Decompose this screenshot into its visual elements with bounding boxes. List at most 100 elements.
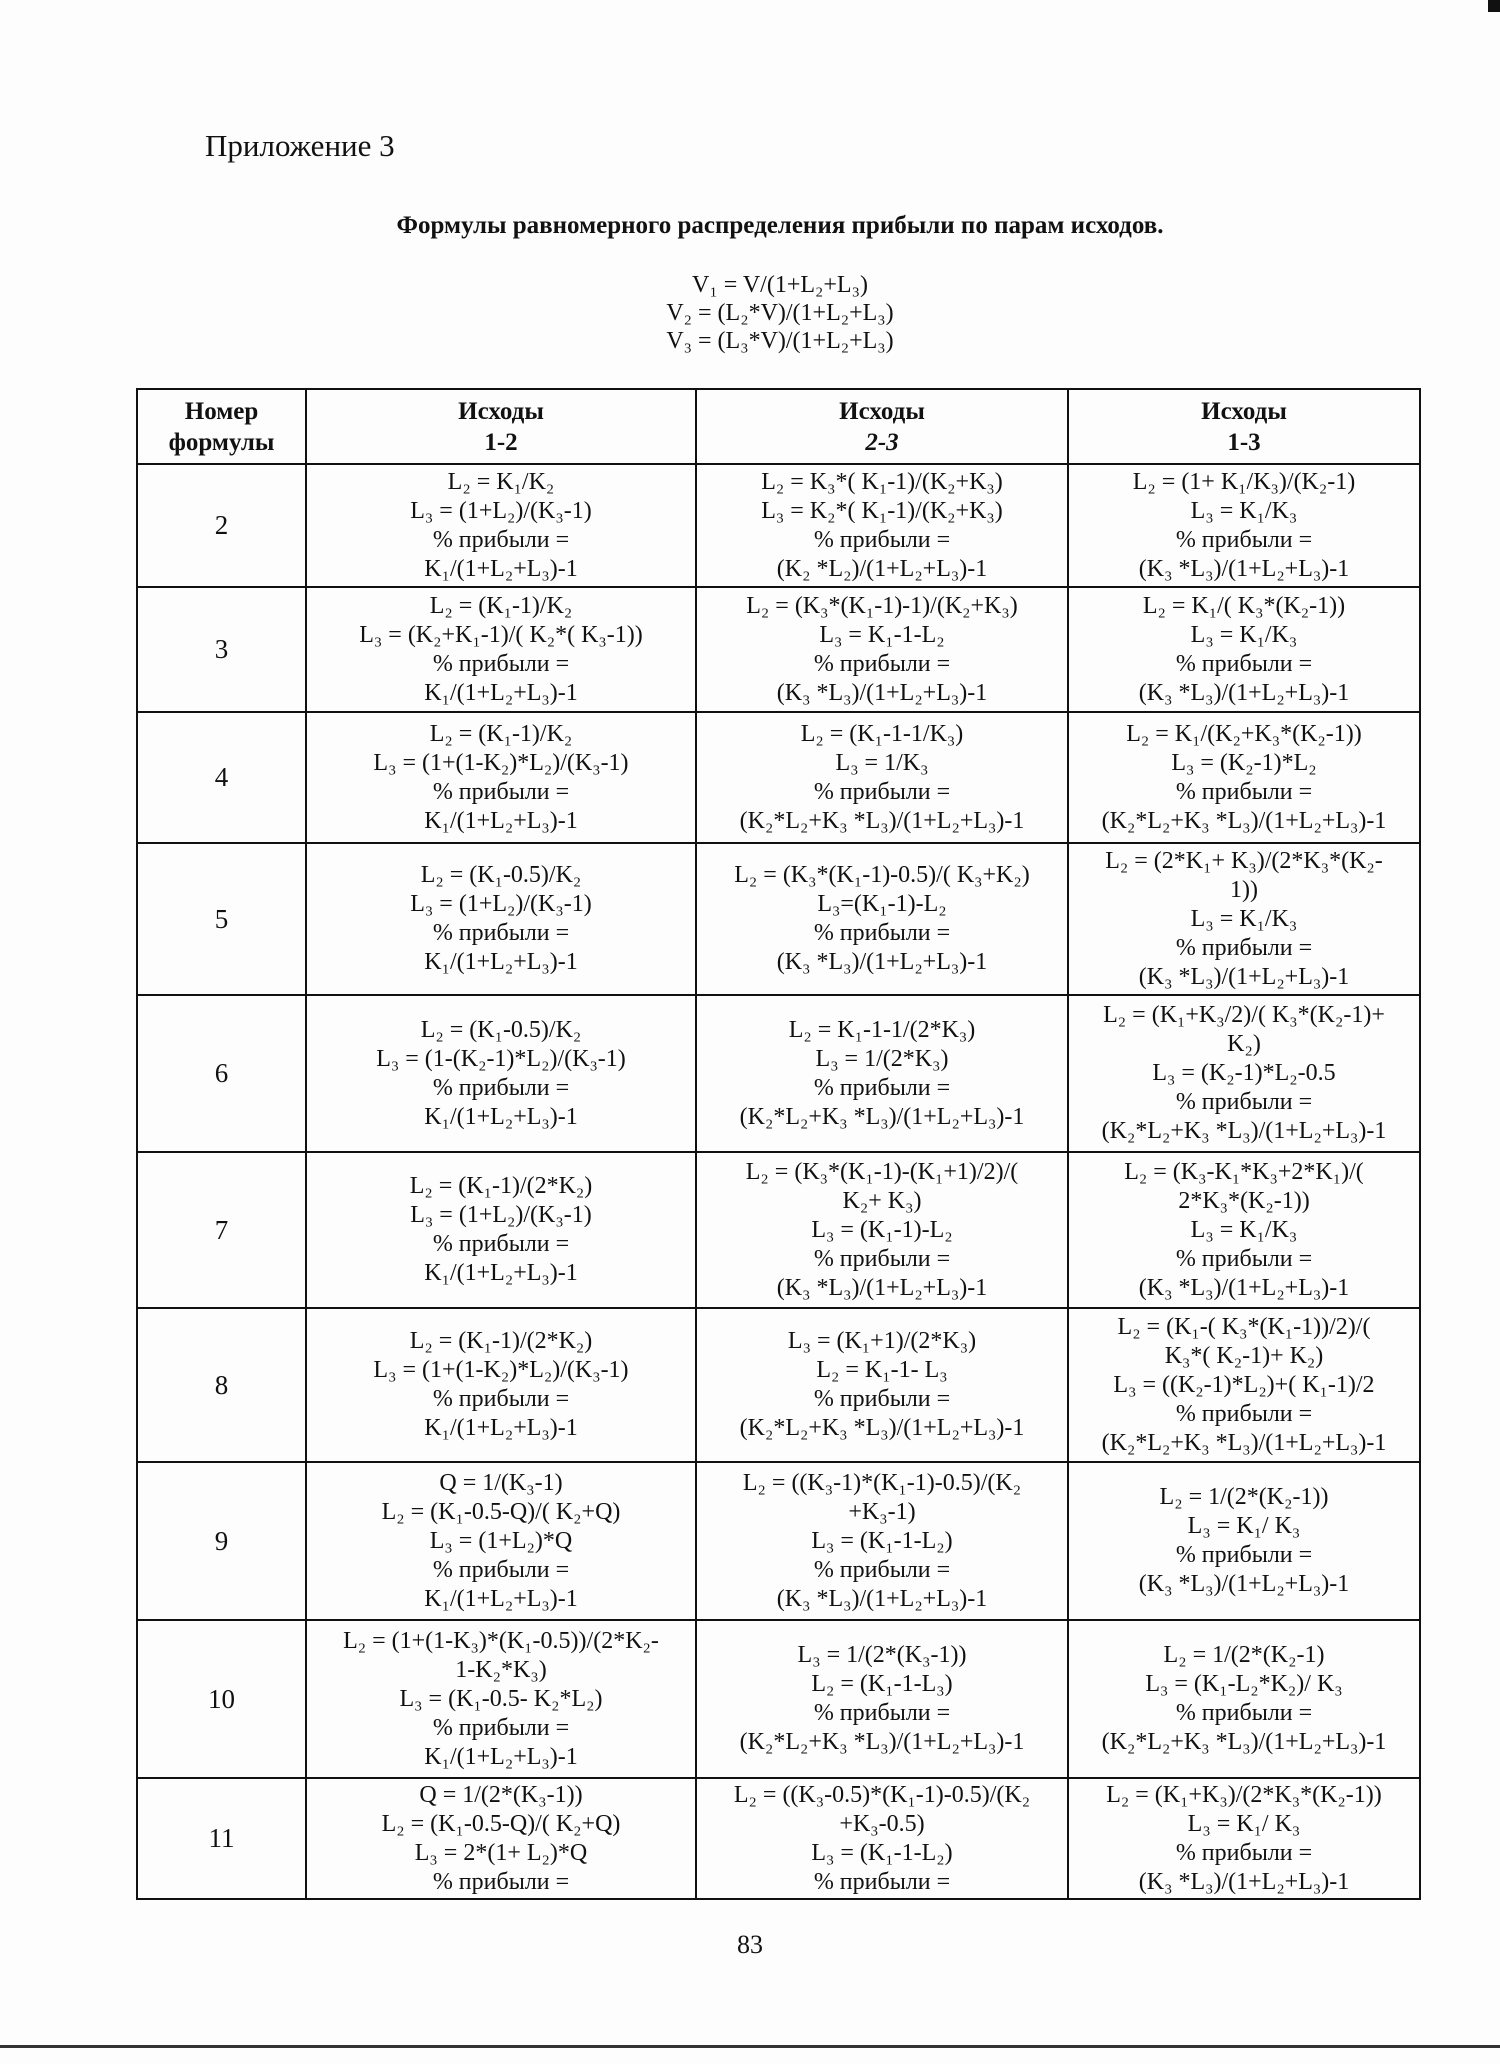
formula-line: (K₃ *L₃)/(1+L₂+L₃)-1 bbox=[1138, 1868, 1350, 1895]
formula-line: L₂ = (K₃-K₁*K₃+2*K₁)/( bbox=[1124, 1158, 1364, 1185]
formula-line: 1)) bbox=[1230, 876, 1258, 903]
formula-line: L₂ = (K₁-( K₃*(K₁-1))/2)/( bbox=[1117, 1313, 1371, 1340]
formula-line: % прибыли = bbox=[1175, 1400, 1313, 1427]
formula-line: L₂ = (K₃*(K₁-1)-1)/(K₂+K₃) bbox=[746, 592, 1018, 619]
formula-line: K₁/(1+L₂+L₃)-1 bbox=[424, 1415, 578, 1441]
formula-line: % прибыли = bbox=[813, 1868, 951, 1895]
formula-line: (K₃ *L₃)/(1+L₂+L₃)-1 bbox=[776, 1274, 988, 1301]
formula-line: L₂ = (K₁+K₃)/(2*K₃*(K₂-1)) bbox=[1106, 1781, 1382, 1808]
formula-line: L₃ = K₁/K₃ bbox=[1190, 905, 1298, 932]
page-heading: Формулы равномерного распределения прибы… bbox=[396, 212, 1164, 239]
formula-line: % прибыли = bbox=[813, 1245, 951, 1272]
formula-cell-c12: L₂ = (K₁-1)/(2*K₂) L₃ = (1+(1-K₂)*L₂)/(K₃… bbox=[305, 1307, 697, 1463]
formula-number: 4 bbox=[136, 711, 307, 844]
scan-edge-mark bbox=[1488, 0, 1500, 12]
formula-line: L₂ = (2*K₁+ K₃)/(2*K₃*(K₂- bbox=[1105, 847, 1383, 874]
header-outcomes-1-3: Исходы 1-3 bbox=[1067, 388, 1421, 465]
formula-line: K₃*( K₂-1)+ K₂) bbox=[1164, 1342, 1324, 1369]
formula-number: 2 bbox=[136, 463, 307, 588]
table-row: 10 L₂ = (1+(1-K₃)*(K₁-0.5))/(2*K₂- 1-K₂*K₃… bbox=[136, 1619, 1421, 1779]
formula-line: L₂ = K₁/K₂ bbox=[447, 468, 555, 495]
formula-line: L₃ = (K₁-1)-L₂ bbox=[811, 1216, 953, 1243]
formula-line: % прибыли = bbox=[1175, 650, 1313, 677]
formula-cell-c13: L₂ = K₁/(K₂+K₃*(K₂-1)) L₃ = (K₂-1)*L₂% пр… bbox=[1067, 711, 1421, 844]
formula-line: L₃ = 1/K₃ bbox=[835, 749, 929, 776]
formula-cell-c12: L₂ = K₁/K₂ L₃ = (1+L₂)/(K₃-1)% прибыли = K… bbox=[305, 463, 697, 588]
table-row: 4 L₂ = (K₁-1)/K₂ L₃ = (1+(1-K₂)*L₂)/(K₃-1)… bbox=[136, 711, 1421, 844]
formula-line: (K₂*L₂+K₃ *L₃)/(1+L₂+L₃)-1 bbox=[739, 1103, 1025, 1130]
formula-line: L₃ = (1-(K₂-1)*L₂)/(K₃-1) bbox=[376, 1045, 626, 1072]
formula-line: L₃ = (K₂+K₁-1)/( K₂*( K₃-1)) bbox=[359, 621, 643, 648]
formula-line: L₃ = K₁/K₃ bbox=[1190, 1216, 1298, 1243]
formula-line: L₂ = 1/(2*(K₂-1) bbox=[1163, 1642, 1325, 1668]
formula-line: L₂ = ((K₃-1)*(K₁-1)-0.5)/(K₂ bbox=[742, 1469, 1022, 1496]
header-outcomes-2-3: Исходы 2-3 bbox=[695, 388, 1069, 465]
formula-line: % прибыли = bbox=[813, 1556, 951, 1583]
formula-line: % прибыли = bbox=[813, 650, 951, 677]
formula-line: L₃ = 1/(2*K₃) bbox=[815, 1045, 949, 1072]
formula-line: % прибыли = bbox=[432, 1231, 570, 1257]
formula-cell-c12: L₂ = (K₁-0.5)/K₂ L₃ = (1+L₂)/(K₃-1) % приб… bbox=[305, 842, 697, 996]
formula-line: L₂ = ((K₃-0.5)*(K₁-1)-0.5)/(K₂ bbox=[733, 1781, 1031, 1808]
formula-line: L₃ = (K₁-L₂*K₂)/ K₃ bbox=[1145, 1671, 1343, 1697]
v1-formula: V₁ = V/(1+L₂+L₃) bbox=[692, 272, 868, 298]
formula-line: % прибыли = bbox=[1175, 1245, 1313, 1272]
scan-edge-line bbox=[0, 2045, 1500, 2048]
formula-line: K₁/(1+L₂+L₃)-1 bbox=[424, 1260, 578, 1286]
formula-line: % прибыли = bbox=[432, 1714, 570, 1741]
formula-line: (K₂*L₂+K₃ *L₃)/(1+L₂+L₃)-1 bbox=[739, 1729, 1025, 1755]
formula-line: L₂ = (K₁-1)/K₂ bbox=[429, 720, 573, 747]
formula-line: % прибыли = bbox=[1175, 1839, 1313, 1866]
header-formula-number: Номер формулы bbox=[136, 388, 307, 465]
formula-line: L₃ = K₂*( K₁-1)/(K₂+K₃) bbox=[761, 497, 1003, 524]
formula-line: L₂ = (K₁+K₃/2)/( K₃*(K₂-1)+ bbox=[1103, 1002, 1385, 1028]
header-outcomes-1-2: Исходы 1-2 bbox=[305, 388, 697, 465]
formula-line: (K₂*L₂+K₃ *L₃)/(1+L₂+L₃)-1 bbox=[1101, 1118, 1387, 1144]
formula-line: % прибыли = bbox=[432, 526, 570, 553]
formula-line: L₃ = (1+L₂)/(K₃-1) bbox=[410, 1202, 592, 1228]
formula-cell-c12: L₂ = (1+(1-K₃)*(K₁-0.5))/(2*K₂- 1-K₂*K₃) L… bbox=[305, 1619, 697, 1779]
formula-cell-c23: L₂ = K₃*( K₁-1)/(K₂+K₃) L₃ = K₂*( K₁-1)/(… bbox=[695, 463, 1069, 588]
formula-line: K₁/(1+L₂+L₃)-1 bbox=[424, 949, 578, 975]
appendix-title: Приложение 3 bbox=[205, 128, 395, 163]
formula-line: Q = 1/(K₃-1) bbox=[439, 1469, 563, 1496]
formula-number: 6 bbox=[136, 994, 307, 1153]
formula-line: L₂ = (K₃*(K₁-1)-0.5)/( K₃+K₂) bbox=[734, 862, 1030, 888]
formula-line: (K₂*L₂+K₃ *L₃)/(1+L₂+L₃)-1 bbox=[1101, 807, 1387, 834]
formula-line: L₃ = K₁/ K₃ bbox=[1187, 1810, 1301, 1837]
formula-cell-c13: L₂ = K₁/( K₃*(K₂-1)) L₃ = K₁/K₃% прибыли … bbox=[1067, 586, 1421, 713]
formula-line: L₂ = K₁/( K₃*(K₂-1)) bbox=[1142, 592, 1346, 619]
formula-line: L₂ = (K₁-0.5-Q)/( K₂+Q) bbox=[381, 1498, 621, 1525]
formula-line: % прибыли = bbox=[1175, 526, 1313, 553]
formula-cell-c13: L₂ = (2*K₁+ K₃)/(2*K₃*(K₂- 1)) L₃ = K₁/K₃%… bbox=[1067, 842, 1421, 996]
table-row: 11 Q = 1/(2*(K₃-1)) L₂ = (K₁-0.5-Q)/( K₂+Q… bbox=[136, 1777, 1421, 1900]
formula-line: L₂ = (K₁-1)/(2*K₂) bbox=[409, 1173, 593, 1199]
formula-cell-c13: L₂ = (K₁+K₃/2)/( K₃*(K₂-1)+ K₂) L₃ = (K₂-1… bbox=[1067, 994, 1421, 1153]
formula-line: L₃ = (1+L₂)*Q bbox=[429, 1527, 573, 1554]
formula-line: % прибыли = bbox=[1175, 934, 1313, 961]
formula-line: L₃ = (1+L₂)/(K₃-1) bbox=[410, 891, 592, 917]
formula-line: L₃ = (1+L₂)/(K₃-1) bbox=[410, 497, 592, 524]
formula-line: (K₂*L₂+K₃ *L₃)/(1+L₂+L₃)-1 bbox=[739, 1415, 1025, 1441]
formula-line: L₂ = K₁-1- L₃ bbox=[816, 1357, 948, 1383]
formula-line: K₁/(1+L₂+L₃)-1 bbox=[424, 807, 578, 834]
formula-line: % прибыли = bbox=[1175, 778, 1313, 805]
formula-line: % прибыли = bbox=[813, 778, 951, 805]
formula-number: 11 bbox=[136, 1777, 307, 1900]
formula-cell-c13: L₂ = 1/(2*(K₂-1) L₃ = (K₁-L₂*K₂)/ K₃ % при… bbox=[1067, 1619, 1421, 1779]
formula-line: L₂ = K₁-1-1/(2*K₃) bbox=[788, 1016, 976, 1043]
formula-cell-c12: L₂ = (K₁-0.5)/K₂ L₃ = (1-(K₂-1)*L₂)/(K₃-1… bbox=[305, 994, 697, 1153]
formula-line: K₁/(1+L₂+L₃)-1 bbox=[424, 679, 578, 706]
table-row: 5 L₂ = (K₁-0.5)/K₂ L₃ = (1+L₂)/(K₃-1) % при… bbox=[136, 842, 1421, 996]
v3-formula: V₃ = (L₃*V)/(1+L₂+L₃) bbox=[666, 328, 894, 354]
formula-line: K₂) bbox=[1227, 1031, 1261, 1057]
formula-line: (K₃ *L₃)/(1+L₂+L₃)-1 bbox=[1138, 963, 1350, 990]
formula-cell-c12: L₂ = (K₁-1)/(2*K₂) L₃ = (1+L₂)/(K₃-1) % пр… bbox=[305, 1151, 697, 1309]
formula-line: % прибыли = bbox=[813, 526, 951, 553]
formula-line: Q = 1/(2*(K₃-1)) bbox=[419, 1781, 583, 1808]
formula-cell-c12: Q = 1/(2*(K₃-1)) L₂ = (K₁-0.5-Q)/( K₂+Q) L… bbox=[305, 1777, 697, 1900]
formula-line: (K₂ *L₂)/(1+L₂+L₃)-1 bbox=[776, 555, 988, 582]
formulas-table: Номер формулы Исходы 1-2 Исходы 2-3 Исходы 1… bbox=[136, 388, 1421, 1900]
formula-line: K₂+ K₃) bbox=[842, 1187, 922, 1214]
